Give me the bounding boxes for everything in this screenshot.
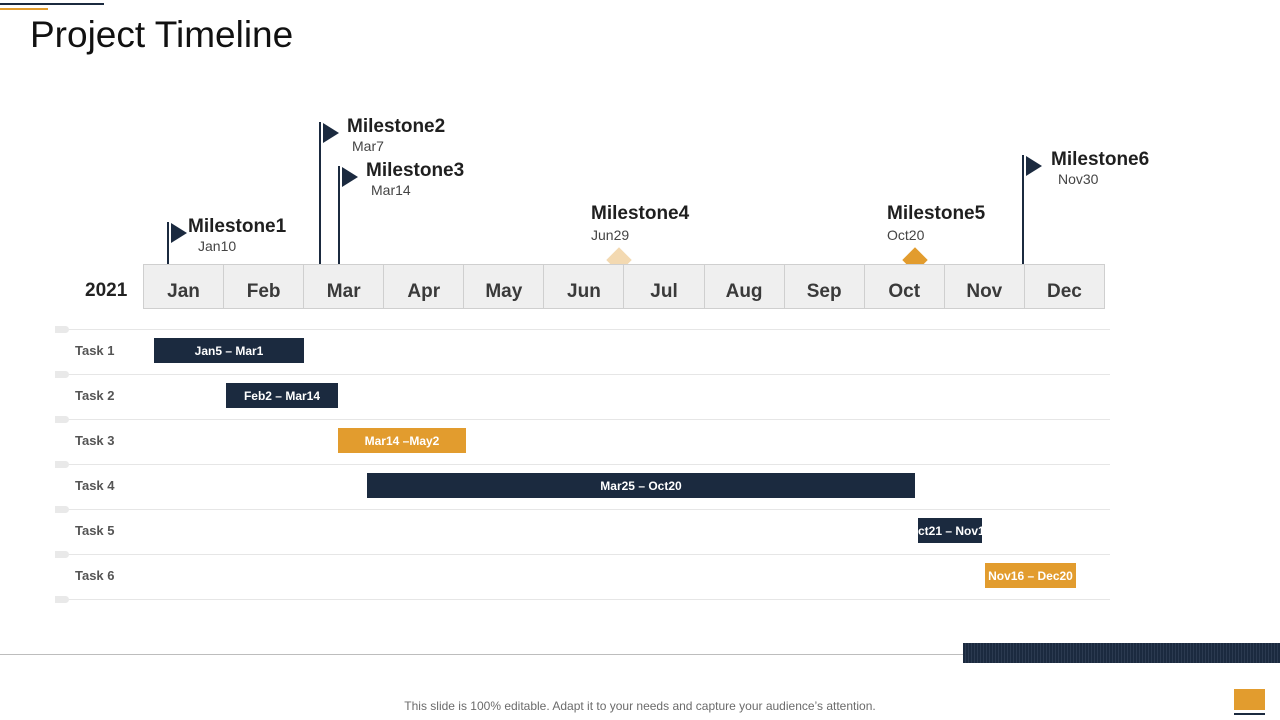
month-axis: Jan Feb Mar Apr May Jun Jul Aug Sep Oct Nov Dec xyxy=(143,264,1105,309)
month-sep: Sep xyxy=(785,265,865,308)
task-rows: Task 1 Jan5 – Mar1 Task 2 Feb2 – Mar14 Task … xyxy=(55,326,1110,603)
month-may: May xyxy=(464,265,545,308)
month-nov: Nov xyxy=(945,265,1025,308)
month-feb: Feb xyxy=(224,265,305,308)
task-label: Task 4 xyxy=(75,478,115,493)
row-divider xyxy=(55,419,1110,420)
task-label: Task 2 xyxy=(75,388,115,403)
milestone-date: Jun29 xyxy=(591,227,630,243)
corner-accent xyxy=(1234,689,1265,710)
row-divider xyxy=(55,554,1110,555)
month-jul: Jul xyxy=(624,265,705,308)
month-aug: Aug xyxy=(705,265,785,308)
milestone-title: Milestone2 xyxy=(347,116,446,137)
row-divider xyxy=(55,509,1110,510)
flag-pole xyxy=(1022,155,1024,264)
task-bar[interactable]: Oct21 – Nov15 xyxy=(909,518,991,543)
flag-pole xyxy=(338,166,340,264)
task-label: Task 1 xyxy=(75,343,115,358)
table-row: Task 6 Nov16 – Dec20 xyxy=(55,553,1110,598)
top-accent-navy xyxy=(0,3,104,5)
flag-pole xyxy=(319,122,321,264)
page-title: Project Timeline xyxy=(30,14,294,55)
table-row: Task 5 Oct21 – Nov15 xyxy=(55,508,1110,553)
table-row: Task 1 Jan5 – Mar1 xyxy=(55,328,1110,373)
month-jun: Jun xyxy=(544,265,625,308)
row-marker xyxy=(55,596,69,603)
month-oct: Oct xyxy=(865,265,945,308)
row-divider xyxy=(55,374,1110,375)
task-label: Task 6 xyxy=(75,568,115,583)
flag-icon xyxy=(1026,156,1042,176)
bottom-divider xyxy=(0,654,963,655)
flag-icon xyxy=(323,123,339,143)
task-bar[interactable]: Feb2 – Mar14 xyxy=(226,383,338,408)
milestone-date: Mar7 xyxy=(352,138,384,154)
milestone-title: Milestone6 xyxy=(1051,149,1150,170)
task-bar[interactable]: Mar25 – Oct20 xyxy=(367,473,915,498)
table-row: Task 3 Mar14 –May2 xyxy=(55,418,1110,463)
task-bar[interactable]: Jan5 – Mar1 xyxy=(154,338,304,363)
milestone-date: Mar14 xyxy=(371,182,411,198)
row-marker xyxy=(55,326,69,333)
milestone-title: Milestone4 xyxy=(591,203,690,224)
month-dec: Dec xyxy=(1046,281,1082,302)
milestone-date: Nov30 xyxy=(1058,171,1099,187)
row-marker xyxy=(55,506,69,513)
row-marker xyxy=(55,416,69,423)
row-divider xyxy=(55,599,1110,600)
table-row: Task 4 Mar25 – Oct20 xyxy=(55,463,1110,508)
row-divider xyxy=(55,464,1110,465)
flag-pole xyxy=(167,222,169,264)
month-mar: Mar xyxy=(304,265,385,308)
task-label: Task 5 xyxy=(75,523,115,538)
year-label: 2021 xyxy=(85,280,128,301)
milestone-date: Oct20 xyxy=(887,227,925,243)
table-row: Task 2 Feb2 – Mar14 xyxy=(55,373,1110,418)
footer-note: This slide is 100% editable. Adapt it to… xyxy=(404,699,876,713)
row-divider xyxy=(55,329,1110,330)
corner-accent-underline xyxy=(1234,713,1265,715)
row-marker xyxy=(55,461,69,468)
top-accent-gold xyxy=(0,8,48,10)
milestone-title: Milestone5 xyxy=(887,203,986,224)
milestone-date: Jan10 xyxy=(198,238,237,254)
task-label: Task 3 xyxy=(75,433,115,448)
month-apr: Apr xyxy=(384,265,465,308)
month-jan: Jan xyxy=(144,265,225,308)
row-marker xyxy=(55,371,69,378)
milestone-title: Milestone3 xyxy=(366,160,465,181)
task-bar[interactable]: Mar14 –May2 xyxy=(338,428,466,453)
task-bar[interactable]: Nov16 – Dec20 xyxy=(985,563,1076,588)
flag-icon xyxy=(342,167,358,187)
flag-icon xyxy=(171,223,187,243)
milestone-title: Milestone1 xyxy=(188,216,287,237)
bottom-accent-band xyxy=(963,643,1280,663)
row-marker xyxy=(55,551,69,558)
